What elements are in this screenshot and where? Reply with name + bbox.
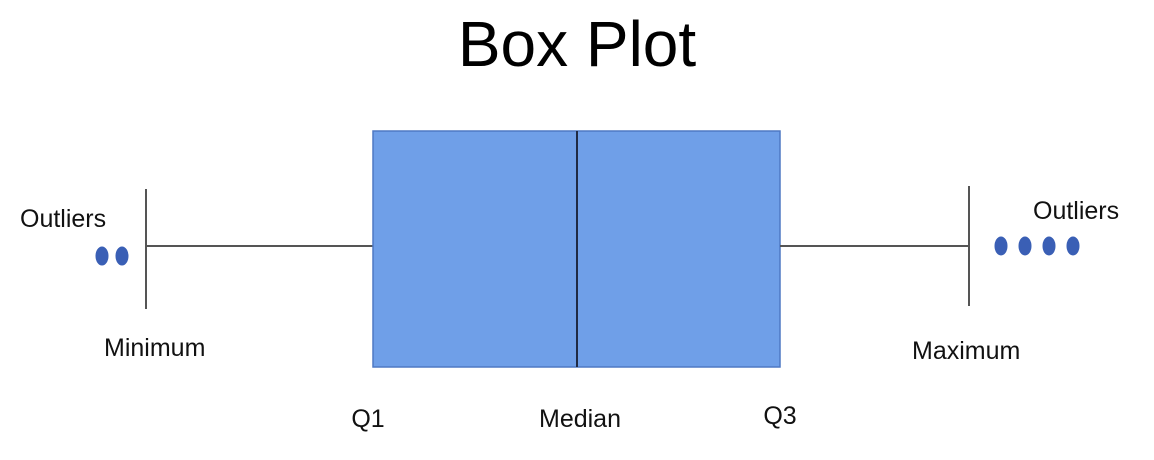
outlier-dot [1042,236,1056,256]
left-outlier-group [95,246,129,266]
minimum-label: Minimum [104,334,205,362]
q3-label: Q3 [763,402,796,430]
outlier-dot [994,236,1008,256]
diagram-title: Box Plot [458,8,697,80]
outliers-right-label: Outliers [1033,197,1119,225]
outlier-dot [1066,236,1080,256]
outlier-dot [115,246,129,266]
maximum-label: Maximum [912,337,1020,365]
outliers-left-label: Outliers [20,205,106,233]
right-outlier-group [994,236,1080,256]
outlier-dot [95,246,109,266]
median-label: Median [539,405,621,433]
outlier-dot [1018,236,1032,256]
q1-label: Q1 [351,405,384,433]
